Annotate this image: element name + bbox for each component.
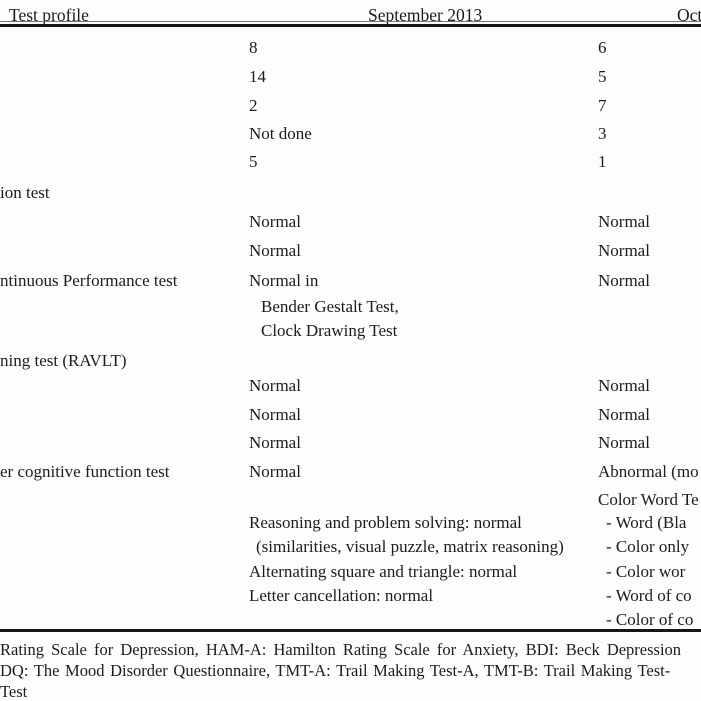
september-value: Normal (249, 462, 301, 481)
table-row: er cognitive function test Normal Abnormal… (0, 462, 701, 484)
september-value: 8 (249, 38, 258, 57)
september-value: Alternating square and triangle: normal (249, 562, 518, 581)
october-value: Normal (598, 376, 650, 395)
october-value: Normal (598, 433, 650, 452)
column-header-october-clipped: Oct (677, 5, 701, 25)
october-value: - Word (Bla (606, 513, 687, 532)
september-value: Normal (249, 405, 301, 424)
table-row: Normal Normal (0, 376, 701, 398)
september-value: 2 (249, 96, 258, 115)
september-value: Clock Drawing Test (261, 321, 398, 340)
header-rule-thin (0, 21, 701, 22)
row-label: er cognitive function test (0, 462, 170, 481)
october-value: Normal (598, 212, 650, 231)
october-value: Color Word Te (598, 490, 699, 509)
october-value: 5 (598, 67, 607, 86)
october-value: - Color only (606, 537, 690, 556)
row-label: ntinuous Performance test (0, 271, 178, 290)
october-value: 3 (598, 124, 607, 143)
september-value: Normal (249, 376, 301, 395)
october-value: 6 (598, 38, 607, 57)
table-rows: 8 6 14 5 2 7 Not done 3 5 1 ion test Normal Normal No… (0, 38, 701, 632)
october-value: - Color of co (606, 610, 694, 629)
table-row: Normal Normal (0, 405, 701, 427)
october-value: 7 (598, 96, 607, 115)
column-header-test-profile: Test profile (9, 5, 89, 25)
footnote-line-3: Test (0, 682, 28, 701)
table-row: Reasoning and problem solving: normal - W… (0, 513, 701, 535)
table-row: Letter cancellation: normal - Word of co (0, 586, 701, 608)
table-row: ning test (RAVLT) (0, 351, 701, 373)
column-header-september-2013: September 2013 (368, 5, 483, 25)
september-value: Bender Gestalt Test, (261, 297, 399, 316)
october-value: Normal (598, 271, 650, 290)
table-row: Bender Gestalt Test, (0, 297, 701, 319)
row-label: ion test (0, 183, 50, 202)
table-row: Color Word Te (0, 490, 701, 512)
october-value: Abnormal (mo (598, 462, 699, 481)
october-value: - Word of co (606, 586, 692, 605)
september-value: 14 (249, 67, 266, 86)
table-row: Not done 3 (0, 124, 701, 146)
table-row: Normal Normal (0, 241, 701, 263)
footnote-line-2: DQ: The Mood Disorder Questionnaire, TMT… (0, 661, 671, 680)
table-row: Normal Normal (0, 212, 701, 234)
october-value: Normal (598, 241, 650, 260)
table-row: - Color of co (0, 610, 701, 632)
october-value: 1 (598, 152, 607, 171)
footnote-line-1: Rating Scale for Depression, HAM-A: Hami… (0, 640, 682, 659)
table-row: ntinuous Performance test Normal in Normal (0, 271, 701, 293)
row-label: ning test (RAVLT) (0, 351, 127, 370)
september-value: (similarities, visual puzzle, matrix rea… (256, 537, 564, 556)
october-value: Normal (598, 405, 650, 424)
table-bottom-rule (0, 629, 701, 632)
table-row: (similarities, visual puzzle, matrix rea… (0, 537, 701, 559)
september-value: Reasoning and problem solving: normal (249, 513, 522, 532)
table-row: ion test (0, 183, 701, 205)
table-row: 14 5 (0, 67, 701, 89)
table-row: Normal Normal (0, 433, 701, 455)
september-value: Not done (249, 124, 312, 143)
september-value: Normal (249, 241, 301, 260)
table-row: Alternating square and triangle: normal -… (0, 562, 701, 584)
september-value: Normal in (249, 271, 319, 290)
september-value: Letter cancellation: normal (249, 586, 434, 605)
october-value: - Color wor (606, 562, 686, 581)
table-row: Clock Drawing Test (0, 321, 701, 343)
september-value: Normal (249, 212, 301, 231)
september-value: Normal (249, 433, 301, 452)
header-rule (0, 24, 701, 27)
september-value: 5 (249, 152, 258, 171)
